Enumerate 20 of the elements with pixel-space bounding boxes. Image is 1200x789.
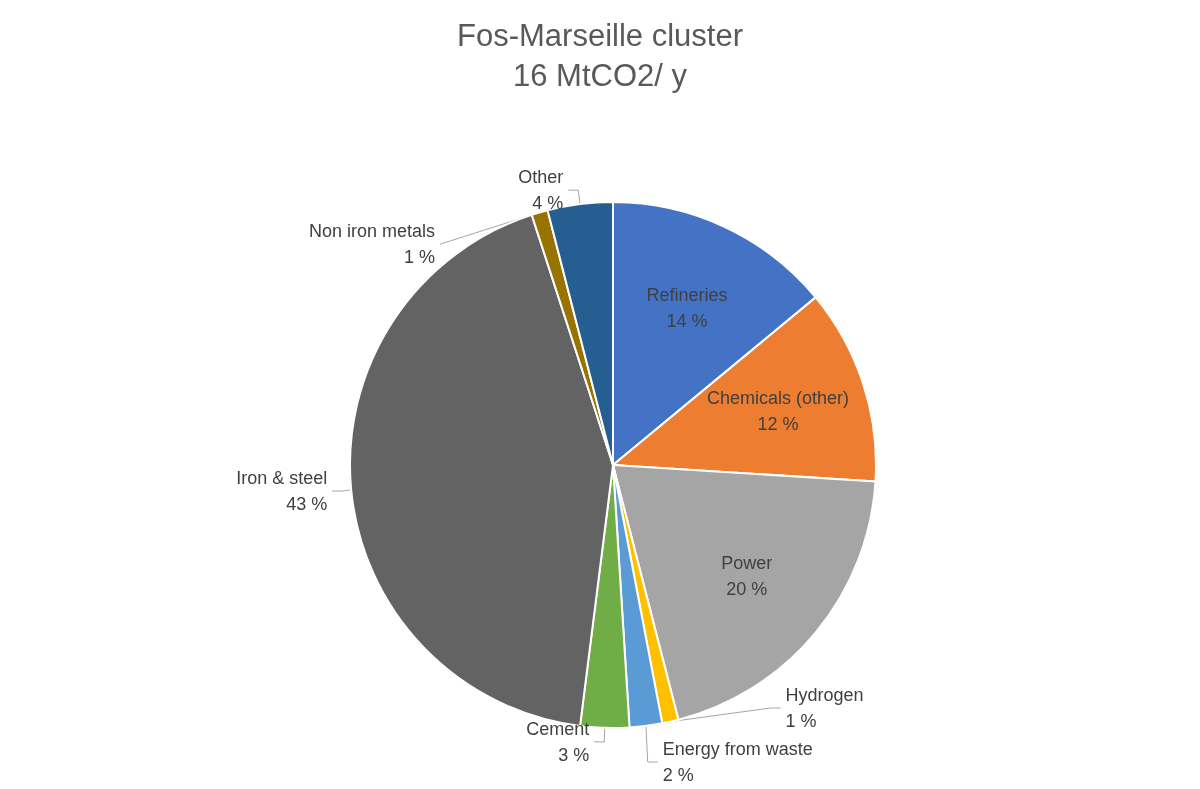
data-label: 43 % — [286, 494, 328, 515]
chart-title: Fos-Marseille cluster — [457, 17, 743, 53]
slice-label: Other — [518, 167, 564, 188]
data-label: 20 % — [726, 578, 768, 599]
data-label: 4 % — [532, 193, 564, 214]
chart-subtitle: 16 MtCO2/ y — [513, 57, 688, 93]
slice-label: Refineries — [646, 284, 728, 305]
slice-label: Power — [721, 552, 773, 573]
slice-label: Energy from waste — [662, 739, 813, 759]
slice-label: Chemicals (other) — [707, 388, 850, 409]
data-label: 3 % — [558, 744, 590, 765]
slice-label: Non iron metals — [308, 221, 436, 242]
slice-label: Cement — [526, 718, 590, 739]
data-label: 2 % — [662, 765, 694, 785]
slice-label: Hydrogen — [785, 685, 864, 705]
slice-label: Iron & steel — [236, 468, 328, 489]
data-label: 1 % — [785, 711, 817, 731]
data-label: 14 % — [666, 310, 708, 331]
data-label: 1 % — [404, 247, 436, 268]
data-label: 12 % — [757, 414, 799, 435]
